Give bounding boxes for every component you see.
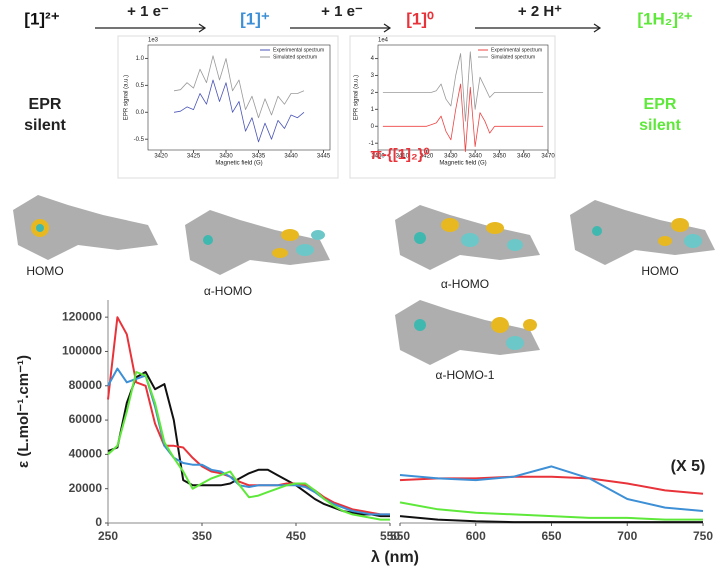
x-tick-label: 3470 xyxy=(541,154,555,160)
epr-silent: silent xyxy=(24,117,66,134)
legend-label: Simulated spectrum xyxy=(491,54,535,60)
orbital-label: α-HOMO xyxy=(441,277,489,291)
x-tick-label: 3450 xyxy=(493,154,507,160)
x-tick-label: 3430 xyxy=(219,154,233,160)
y-tick-label: 0.0 xyxy=(136,110,145,116)
x-tick-label: 3420 xyxy=(420,154,434,160)
x-tick-label: 550 xyxy=(380,529,400,543)
step-label: + 2 H⁺ xyxy=(518,3,562,20)
series-line xyxy=(399,501,703,521)
step-label: + 1 e⁻ xyxy=(321,3,363,20)
y-axis-label: EPR signal (a.u.) xyxy=(354,75,360,120)
legend-label: Experimental spectrum xyxy=(491,47,542,53)
y-axis-label: ε (L.mol⁻¹.cm⁻¹) xyxy=(15,355,32,468)
species: [1]⁰ xyxy=(406,9,434,28)
x-tick-label: 650 xyxy=(541,529,561,543)
x-tick-label: 3440 xyxy=(468,154,482,160)
y-tick-label: 20000 xyxy=(69,481,103,495)
y-tick-label: 0 xyxy=(95,515,102,529)
y-tick-label: 80000 xyxy=(69,378,103,392)
x-tick-label: 3445 xyxy=(317,154,331,160)
y-tick-label: 0.5 xyxy=(136,83,145,89)
x-axis-label: λ (nm) xyxy=(371,549,419,566)
species: [1]²⁺ xyxy=(24,9,59,28)
epr-silent: EPR xyxy=(29,96,62,113)
x-tick-label: 3430 xyxy=(444,154,458,160)
orbital-label: HOMO xyxy=(641,264,678,278)
series-line xyxy=(382,83,544,153)
legend-label: Simulated spectrum xyxy=(273,54,317,60)
inset-frame xyxy=(117,35,339,179)
x-tick-label: 450 xyxy=(286,529,306,543)
molecule xyxy=(13,195,715,365)
epr-silent: EPR xyxy=(644,96,677,113)
annotation: π-{[1]₂}⁰ xyxy=(370,146,429,163)
inset-frame xyxy=(349,35,556,179)
x-tick-label: 350 xyxy=(192,529,212,543)
y-tick-label: 1.0 xyxy=(136,56,145,62)
x-tick-label: 700 xyxy=(617,529,637,543)
x-tick-label: 750 xyxy=(693,529,713,543)
x-tick-label: 3420 xyxy=(154,154,168,160)
x-tick-label: 550 xyxy=(390,529,410,543)
species: [1]⁺ xyxy=(240,9,270,28)
y-tick-label: -1 xyxy=(369,141,375,147)
y-axis-label: EPR signal (a.u.) xyxy=(124,75,130,120)
series-line xyxy=(107,316,390,516)
y-tick-label: 40000 xyxy=(69,447,103,461)
x-tick-label: 3435 xyxy=(252,154,266,160)
species: [1H₂]²⁺ xyxy=(637,9,692,28)
x-tick-label: 3460 xyxy=(517,154,531,160)
epr-silent: silent xyxy=(639,117,681,134)
x-tick-label: 3400 xyxy=(371,154,385,160)
y-tick-label: 3 xyxy=(371,73,375,79)
plot-frame xyxy=(147,44,331,151)
orbital-label: α-HOMO-1 xyxy=(436,368,495,382)
series-line xyxy=(173,55,305,119)
y-tick-label: -0.5 xyxy=(134,137,145,143)
series-line xyxy=(399,515,703,524)
y-tick-label: 1 xyxy=(371,107,375,113)
y-tick-label: 0 xyxy=(371,124,375,130)
orbital-label: α-HOMO xyxy=(204,284,252,298)
legend-label: Experimental spectrum xyxy=(273,47,324,53)
x-tick-label: 3425 xyxy=(187,154,201,160)
step-label: + 1 e⁻ xyxy=(127,3,169,20)
series-line xyxy=(107,371,390,521)
series-line xyxy=(399,465,704,512)
arrows xyxy=(95,23,602,33)
plot-frame xyxy=(377,44,549,151)
x-axis-label: Magnetic field (G) xyxy=(215,161,262,167)
x-tick-label: 3440 xyxy=(284,154,298,160)
annotation: (X 5) xyxy=(671,458,706,475)
y-tick-label: 120000 xyxy=(62,309,102,323)
y-tick-label: 60000 xyxy=(69,412,103,426)
y-tick-label: 2 xyxy=(371,90,375,96)
x-tick-label: 600 xyxy=(466,529,486,543)
x-tick-label: 3410 xyxy=(396,154,410,160)
scale-label: 1e4 xyxy=(378,38,389,44)
series-line xyxy=(382,51,544,122)
orbital-label: HOMO xyxy=(26,264,63,278)
series-line xyxy=(173,79,305,143)
y-tick-label: 100000 xyxy=(62,344,102,358)
x-axis-label: Magnetic field (G) xyxy=(439,161,486,167)
y-tick-label: 4 xyxy=(371,56,375,62)
scale-label: 1e3 xyxy=(148,38,159,44)
x-tick-label: 250 xyxy=(98,529,118,543)
